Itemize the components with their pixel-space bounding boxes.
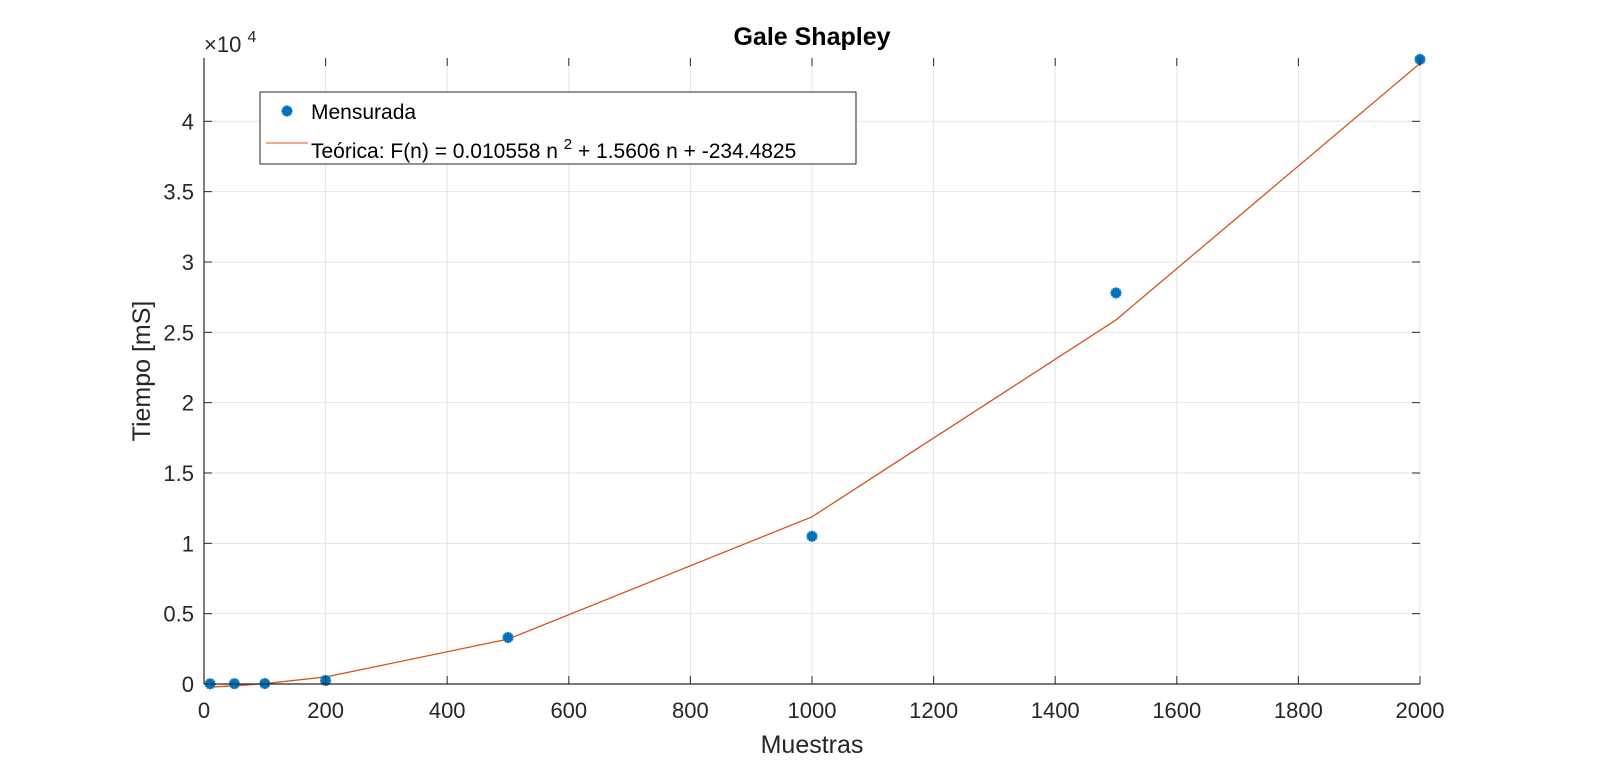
legend-label-mensurada: Mensurada	[311, 101, 416, 124]
x-axis-label: Muestras	[761, 731, 864, 759]
x-tick-label: 1000	[788, 698, 837, 723]
legend-box	[259, 91, 857, 165]
y-exponent-base: ×10	[204, 32, 241, 57]
legend-teorica-main: Teórica: F(n) = 0.010558 n	[311, 140, 558, 163]
y-tick-label: 2.5	[163, 320, 194, 345]
y-tick-label: 3	[182, 250, 194, 275]
x-tick-label: 1200	[909, 698, 958, 723]
legend-label-teorica: Teórica: F(n) = 0.010558 n 2 + 1.5606 n …	[311, 131, 796, 163]
x-tick-label: 1400	[1031, 698, 1080, 723]
data-point-mensurada	[806, 530, 818, 542]
y-tick-label: 1.5	[163, 461, 194, 486]
y-exponent-power: 4	[247, 29, 256, 46]
y-axis-label: Tiempo [mS]	[128, 301, 156, 442]
legend-teorica-suffix: + 1.5606 n + -234.4825	[578, 140, 796, 163]
x-tick-label: 1600	[1152, 698, 1201, 723]
axes	[203, 58, 1421, 685]
y-tick-label: 0	[182, 672, 194, 697]
legend-marker-symbol	[281, 105, 293, 117]
legend-marker-mensurada	[281, 105, 293, 117]
x-tick-label: 400	[429, 698, 466, 723]
chart-title: Gale Shapley	[733, 23, 890, 51]
y-exponent-label: ×10 4	[204, 29, 256, 57]
y-tick-label: 2	[182, 391, 194, 416]
data-point-mensurada	[502, 632, 514, 644]
x-tick-label: 600	[550, 698, 587, 723]
x-tick-label: 1800	[1274, 698, 1323, 723]
x-tick-label: 0	[198, 698, 210, 723]
legend-teorica-superscript: 2	[564, 136, 572, 153]
y-tick-label: 1	[182, 531, 194, 556]
x-tick-label: 800	[672, 698, 709, 723]
x-tick-labels: 0 200 400 600 800 1000 1200 1400 1600 1800 2000	[198, 698, 1445, 723]
data-point-mensurada	[1110, 287, 1122, 299]
legend: Mensurada Teórica: F(n) = 0.010558 n 2 +…	[259, 91, 857, 165]
y-tick-label: 0.5	[163, 602, 194, 627]
y-tick-label: 3.5	[163, 180, 194, 205]
x-tick-label: 200	[307, 698, 344, 723]
y-tick-labels: 0 0.5 1 1.5 2 2.5 3 3.5 4	[163, 109, 194, 697]
y-tick-label: 4	[182, 109, 194, 134]
x-tick-label: 2000	[1396, 698, 1445, 723]
